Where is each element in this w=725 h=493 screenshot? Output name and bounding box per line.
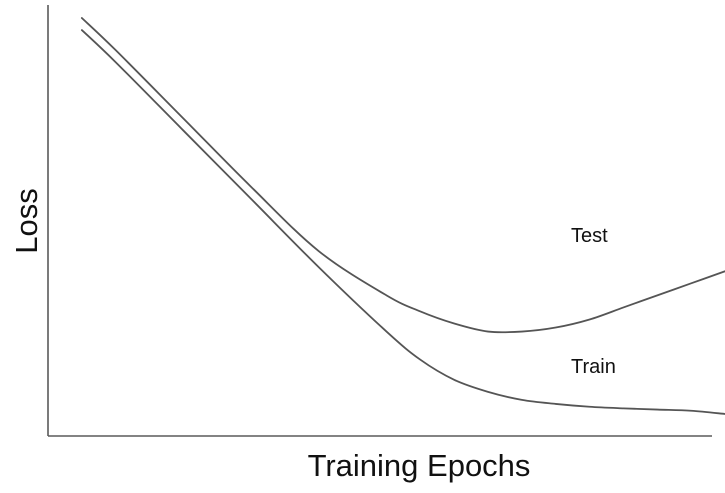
- series-label-test: Test: [571, 225, 608, 247]
- x-axis-title: Training Epochs: [308, 448, 531, 483]
- series-label-train: Train: [571, 356, 616, 378]
- y-axis-title: Loss: [9, 188, 44, 253]
- series-group: [80, 17, 725, 415]
- series-line-train: [80, 29, 725, 415]
- series-line-test: [80, 17, 725, 334]
- axes: [47, 5, 712, 437]
